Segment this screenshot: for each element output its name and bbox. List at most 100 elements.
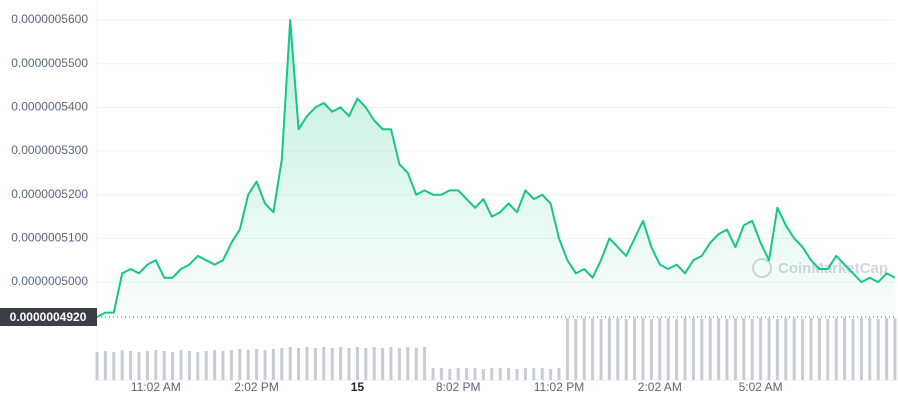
x-tick-label: 11:02 PM bbox=[534, 380, 584, 394]
volume-bar bbox=[641, 318, 645, 380]
volume-bar bbox=[187, 351, 191, 380]
volume-bar bbox=[196, 352, 200, 380]
volume-bar bbox=[801, 319, 805, 380]
volume-bar bbox=[389, 347, 393, 380]
volume-bar bbox=[498, 368, 502, 380]
volume-bar bbox=[414, 348, 418, 380]
volume-bar bbox=[868, 318, 872, 380]
volume-bar bbox=[431, 368, 435, 380]
volume-bar bbox=[322, 347, 326, 380]
volume-bar bbox=[767, 318, 771, 380]
x-tick-label: 5:02 AM bbox=[739, 380, 783, 394]
volume-bar bbox=[490, 368, 494, 380]
x-tick-label: 2:02 AM bbox=[638, 380, 682, 394]
volume-bar bbox=[750, 319, 754, 380]
volume-bar bbox=[280, 348, 284, 380]
volume-bar bbox=[607, 318, 611, 380]
volume-bar bbox=[826, 319, 830, 380]
volume-bar bbox=[238, 349, 242, 380]
x-tick-label: 8:02 PM bbox=[436, 380, 481, 394]
volume-bar bbox=[120, 350, 124, 380]
volume-bar bbox=[297, 348, 301, 380]
volume-bar bbox=[792, 318, 796, 380]
volume-bar bbox=[221, 351, 225, 380]
volume-bar bbox=[859, 318, 863, 380]
current-price-box bbox=[0, 308, 97, 326]
volume-bar bbox=[330, 348, 334, 380]
volume-bar bbox=[725, 319, 729, 380]
volume-bar bbox=[288, 347, 292, 380]
y-tick-label: 0.0000005500 bbox=[11, 56, 88, 70]
volume-bar bbox=[708, 318, 712, 380]
x-tick-label: 2:02 PM bbox=[234, 380, 279, 394]
volume-bar bbox=[885, 318, 889, 380]
volume-bar bbox=[675, 319, 679, 380]
volume-bar bbox=[465, 368, 469, 380]
volume-bar bbox=[364, 348, 368, 380]
volume-bar bbox=[439, 368, 443, 380]
volume-bar bbox=[649, 319, 653, 380]
volume-bar bbox=[540, 368, 544, 380]
area-fill bbox=[97, 20, 895, 317]
volume-bar bbox=[255, 349, 259, 380]
volume-bar bbox=[624, 319, 628, 380]
volume-bar bbox=[843, 318, 847, 380]
x-tick-label: 15 bbox=[351, 380, 365, 394]
volume-bar bbox=[448, 369, 452, 380]
volume-bar bbox=[507, 368, 511, 380]
volume-bar bbox=[263, 350, 267, 380]
volume-bar bbox=[145, 351, 149, 380]
current-price-label: 0.0000004920 bbox=[10, 310, 87, 324]
volume-bar bbox=[112, 352, 116, 380]
volume-bar bbox=[347, 348, 351, 380]
price-line bbox=[96, 19, 896, 318]
volume-bar bbox=[565, 318, 569, 380]
volume-bar bbox=[204, 351, 208, 380]
volume-bar bbox=[129, 351, 133, 380]
x-tick-label: 11:02 AM bbox=[131, 380, 181, 394]
volume-bar bbox=[591, 318, 595, 380]
volume-bar bbox=[549, 369, 553, 380]
volume-bar bbox=[481, 369, 485, 380]
volume-bar bbox=[381, 348, 385, 380]
volume-bar bbox=[893, 318, 897, 380]
volume-bar bbox=[691, 318, 695, 380]
volume-bar bbox=[834, 318, 838, 380]
volume-bar bbox=[246, 350, 250, 380]
volume-bar bbox=[817, 318, 821, 380]
volume-bar bbox=[599, 319, 603, 380]
volume-bar bbox=[271, 349, 275, 380]
y-tick-label: 0.0000005600 bbox=[11, 12, 88, 26]
volume-bar bbox=[616, 318, 620, 380]
volume-bar bbox=[784, 318, 788, 380]
volume-bar bbox=[339, 347, 343, 380]
y-tick-label: 0.0000005200 bbox=[11, 187, 88, 201]
volume-bar bbox=[137, 352, 141, 380]
volume-bar bbox=[372, 347, 376, 380]
volume-bar bbox=[582, 318, 586, 380]
volume-bar bbox=[775, 319, 779, 380]
volume-bar bbox=[717, 318, 721, 380]
volume-bar bbox=[473, 368, 477, 380]
volume-bar bbox=[95, 352, 99, 380]
volume-bar bbox=[666, 318, 670, 380]
volume-bar bbox=[162, 351, 166, 380]
volume-bar bbox=[456, 368, 460, 380]
volume-bar bbox=[658, 318, 662, 380]
volume-bar bbox=[313, 348, 317, 380]
volume-bar bbox=[171, 352, 175, 380]
volume-bar bbox=[876, 319, 880, 380]
volume-bar bbox=[851, 319, 855, 380]
volume-bar bbox=[809, 318, 813, 380]
volume-bar bbox=[154, 350, 158, 380]
volume-bar bbox=[532, 368, 536, 380]
volume-bar bbox=[633, 318, 637, 380]
volume-bar bbox=[557, 368, 561, 380]
volume-bar bbox=[213, 350, 217, 380]
y-tick-label: 0.0000005000 bbox=[11, 274, 88, 288]
volume-bar bbox=[397, 348, 401, 380]
volume-bar bbox=[423, 347, 427, 380]
volume-bar bbox=[355, 347, 359, 380]
